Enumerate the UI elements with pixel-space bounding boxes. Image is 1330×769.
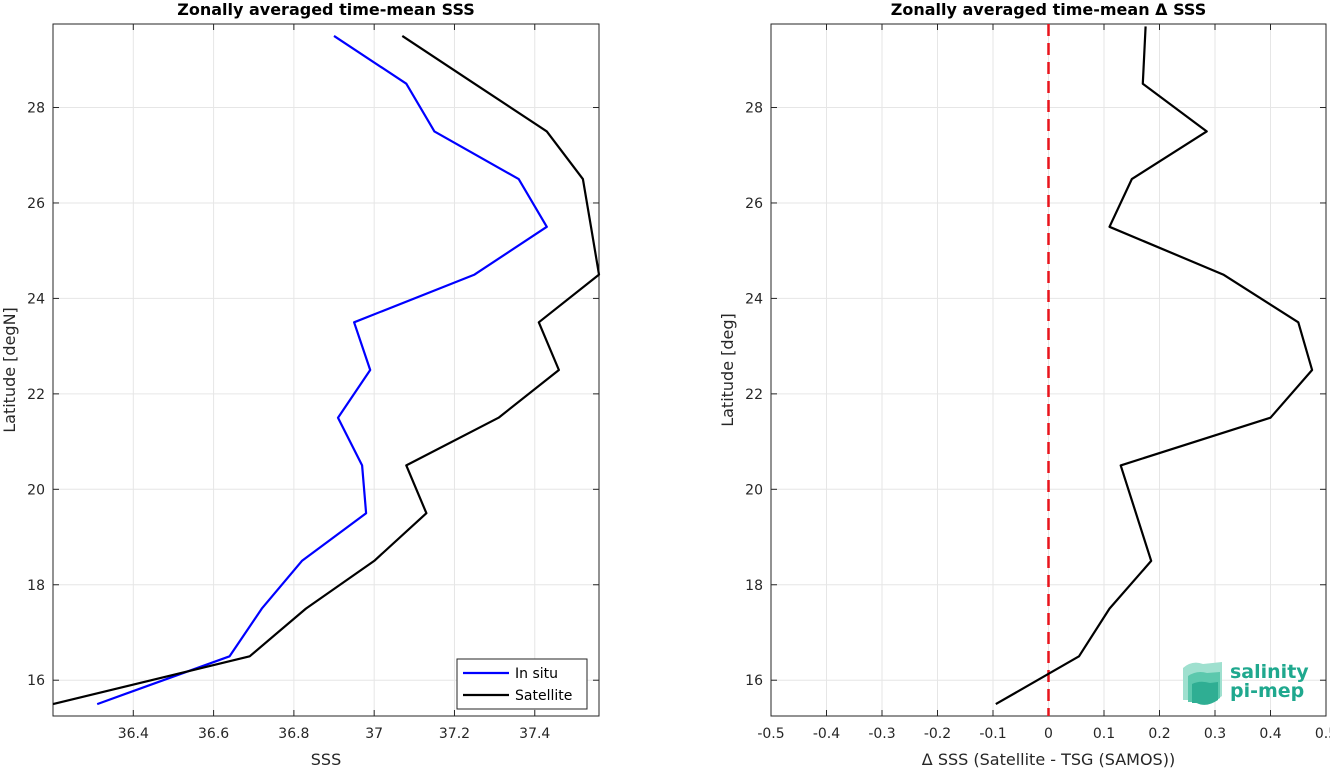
- delta-sss-panel: -0.5 -0.4 -0.3 -0.2 -0.1 0 0.1 0.2 0.3 0.4 0.5 16 18…: [718, 0, 1330, 769]
- sss-x-axis-label: SSS: [311, 750, 341, 769]
- x-tick-label: 36.4: [118, 726, 149, 742]
- y-tick-label: 20: [27, 482, 45, 498]
- logo-line2: pi-mep: [1230, 680, 1304, 702]
- delta-x-axis-label: Δ SSS (Satellite - TSG (SAMOS)): [922, 750, 1175, 769]
- y-tick-label: 22: [745, 387, 763, 403]
- y-tick-label: 18: [745, 578, 763, 594]
- x-tick-label: -0.5: [757, 726, 784, 742]
- x-tick-label: 0.1: [1093, 726, 1115, 742]
- delta-ticks: -0.5 -0.4 -0.3 -0.2 -0.1 0 0.1 0.2 0.3 0.4 0.5 16 18…: [745, 24, 1330, 742]
- x-tick-label: 37: [365, 726, 383, 742]
- y-tick-label: 16: [745, 673, 763, 689]
- sss-panel: 36.4 36.6 36.8 37 37.2 37.4 16 18 20 22 24 26 28 Zon…: [0, 0, 601, 769]
- legend-label: In situ: [515, 666, 558, 682]
- y-tick-label: 16: [27, 673, 45, 689]
- y-tick-label: 24: [27, 291, 45, 307]
- x-tick-label: -0.2: [924, 726, 951, 742]
- logo-wave-icon: [1183, 662, 1222, 705]
- sss-legend: In situ Satellite: [456, 658, 588, 710]
- y-tick-label: 28: [27, 101, 45, 117]
- delta-y-axis-label: Latitude [deg]: [718, 313, 737, 427]
- sss-ticks: 36.4 36.6 36.8 37 37.2 37.4 16 18 20 22 24 26 28: [27, 24, 599, 742]
- y-tick-label: 18: [27, 578, 45, 594]
- series-line-in-situ: [96, 34, 548, 706]
- delta-series: [995, 26, 1314, 706]
- y-tick-label: 22: [27, 387, 45, 403]
- x-tick-label: -0.3: [868, 726, 895, 742]
- x-tick-label: 37.2: [439, 726, 470, 742]
- salinity-pi-mep-logo: salinity pi-mep: [1183, 661, 1309, 705]
- x-tick-label: 36.6: [198, 726, 229, 742]
- x-tick-label: 36.8: [278, 726, 309, 742]
- logo-line1: salinity: [1230, 661, 1309, 683]
- delta-chart-title: Zonally averaged time-mean Δ SSS: [891, 0, 1207, 19]
- y-tick-label: 26: [745, 196, 763, 212]
- sss-grid: [53, 24, 599, 716]
- sss-y-axis-label: Latitude [degN]: [0, 307, 19, 433]
- x-tick-label: 0: [1044, 726, 1053, 742]
- series-line-satellite: [52, 34, 601, 706]
- x-tick-label: -0.4: [813, 726, 840, 742]
- x-tick-label: 0.3: [1204, 726, 1226, 742]
- y-tick-label: 20: [745, 482, 763, 498]
- legend-box: [456, 658, 588, 710]
- sss-chart-title: Zonally averaged time-mean SSS: [177, 0, 475, 19]
- series-line-0: [995, 26, 1314, 706]
- legend-label: Satellite: [515, 688, 572, 704]
- x-tick-label: 37.4: [519, 726, 550, 742]
- y-tick-label: 24: [745, 291, 763, 307]
- x-tick-label: 0.2: [1148, 726, 1170, 742]
- x-tick-label: 0.4: [1259, 726, 1281, 742]
- y-tick-label: 28: [745, 101, 763, 117]
- x-tick-label: -0.1: [979, 726, 1006, 742]
- sss-axes-box: [52, 23, 600, 717]
- sss-series: [52, 34, 601, 706]
- y-tick-label: 26: [27, 196, 45, 212]
- x-tick-label: 0.5: [1315, 726, 1330, 742]
